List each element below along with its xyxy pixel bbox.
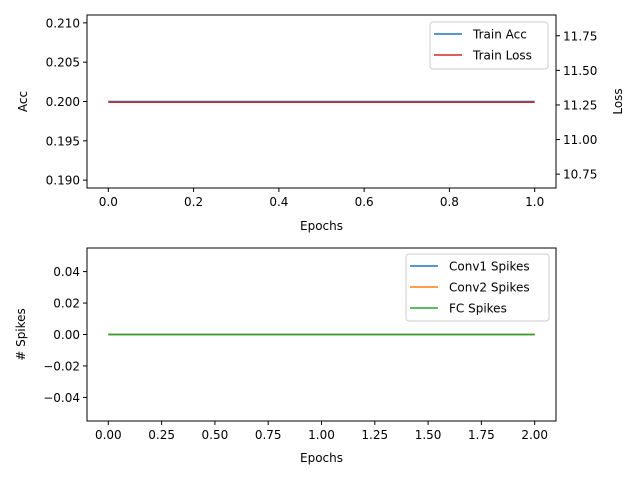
- spikes-y-tick-label: −0.04: [43, 391, 80, 405]
- acc-loss-x-tick-label: 0.4: [269, 195, 288, 209]
- acc-loss-x-tick-label: 0.2: [184, 195, 203, 209]
- acc-y-tick-label: 0.190: [46, 174, 80, 188]
- spikes-x-axis-label: Epochs: [300, 451, 343, 465]
- acc-loss-x-axis-label: Epochs: [300, 219, 343, 233]
- acc-loss-x-tick-label: 1.0: [525, 195, 544, 209]
- spikes-chart: 0.00 0.25 0.50 0.75 1.00 1.25 1.50 1.75 2.00 −0.…: [14, 247, 557, 465]
- acc-loss-x-ticks: 0.0 0.2 0.4 0.6 0.8 1.0: [99, 188, 544, 209]
- spikes-x-tick-label: 2.00: [521, 428, 548, 442]
- spikes-y-tick-label: 0.00: [53, 328, 80, 342]
- acc-y-tick-label: 0.200: [46, 95, 80, 109]
- spikes-y-tick-label: −0.02: [43, 359, 80, 373]
- loss-y-tick-label: 11.50: [563, 64, 597, 78]
- spikes-x-tick-label: 1.75: [468, 428, 495, 442]
- spikes-y-axis-label: # Spikes: [14, 308, 28, 361]
- legend-label-conv1-spikes: Conv1 Spikes: [449, 260, 530, 274]
- spikes-x-tick-label: 1.00: [308, 428, 335, 442]
- acc-loss-chart: 0.0 0.2 0.4 0.6 0.8 1.0 0.1900.1950.2000.2050…: [16, 14, 625, 233]
- spikes-x-tick-label: 0.00: [95, 428, 122, 442]
- acc-loss-x-tick-label: 0.6: [355, 195, 374, 209]
- spikes-y-tick-label: 0.02: [53, 297, 80, 311]
- acc-y-tick-label: 0.195: [46, 134, 80, 148]
- spikes-x-tick-label: 0.50: [202, 428, 229, 442]
- spikes-x-tick-label: 1.25: [361, 428, 388, 442]
- acc-y-tick-label: 0.205: [46, 56, 80, 70]
- loss-y-ticks: 10.75 11.00 11.25 11.50 11.75: [556, 29, 597, 182]
- spikes-x-ticks: 0.00 0.25 0.50 0.75 1.00 1.25 1.50 1.75 2.00: [95, 421, 548, 442]
- loss-y-axis-label: Loss: [611, 88, 625, 114]
- acc-loss-legend: Train Acc Train Loss: [429, 21, 549, 70]
- legend-label-conv2-spikes: Conv2 Spikes: [449, 281, 530, 295]
- acc-y-axis-label: Acc: [16, 91, 30, 112]
- acc-loss-x-tick-label: 0.0: [99, 195, 118, 209]
- spikes-x-tick-label: 1.50: [415, 428, 442, 442]
- spikes-y-ticks: −0.04 −0.02 0.00 0.02 0.04: [43, 265, 87, 405]
- acc-loss-series-layer: [108, 100, 535, 103]
- legend-label-fc-spikes: FC Spikes: [449, 302, 507, 316]
- loss-y-tick-label: 11.75: [563, 29, 597, 43]
- loss-y-tick-label: 10.75: [563, 168, 597, 182]
- acc-y-ticks: 0.190 0.195 0.200 0.205 0.210: [46, 16, 87, 188]
- spikes-legend-box: [405, 253, 550, 322]
- spikes-x-tick-label: 0.25: [148, 428, 175, 442]
- spikes-y-tick-label: 0.04: [53, 265, 80, 279]
- legend-label-train-loss: Train Loss: [472, 49, 532, 63]
- spikes-legend: Conv1 Spikes Conv2 Spikes FC Spikes: [405, 253, 550, 322]
- acc-y-tick-label: 0.210: [46, 16, 80, 30]
- legend-label-train-acc: Train Acc: [472, 28, 527, 42]
- loss-y-tick-label: 11.00: [563, 133, 597, 147]
- acc-loss-x-tick-label: 0.8: [440, 195, 459, 209]
- loss-y-tick-label: 11.25: [563, 98, 597, 112]
- spikes-x-tick-label: 0.75: [255, 428, 282, 442]
